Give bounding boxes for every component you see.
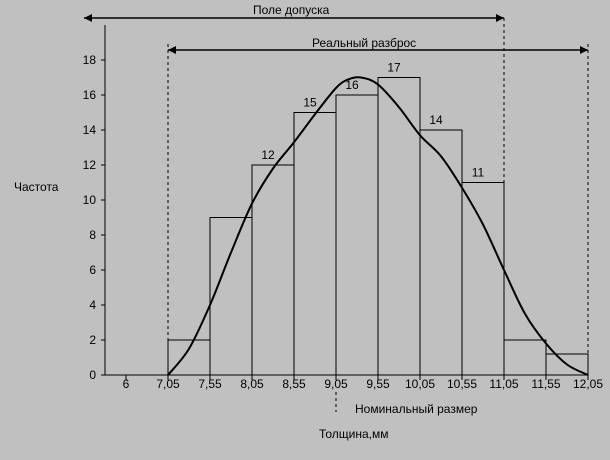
actual-spread-label: Реальный разброс <box>312 36 416 50</box>
histogram-bar <box>293 112 337 376</box>
nominal-size-label: Номинальный размер <box>355 402 478 416</box>
bar-value-label: 14 <box>429 113 443 127</box>
histogram-bar <box>335 94 379 376</box>
x-tick-label: 8,05 <box>240 377 264 391</box>
tolerance-field-arrowhead <box>496 14 504 22</box>
y-tick-label: 12 <box>83 158 97 172</box>
x-tick-label: 10,05 <box>405 377 435 391</box>
tolerance-field-arrowhead <box>84 14 92 22</box>
histogram-bar <box>209 217 253 376</box>
x-tick-label: 12,05 <box>573 377 603 391</box>
actual-spread-arrowhead <box>580 46 588 54</box>
y-tick-label: 6 <box>89 263 96 277</box>
x-tick-label: 6 <box>123 377 130 391</box>
x-tick-label: 7,05 <box>156 377 180 391</box>
bar-value-label: 16 <box>345 78 359 92</box>
bar-value-label: 17 <box>387 61 401 75</box>
histogram-bar <box>419 129 463 376</box>
histogram-bar <box>503 339 547 376</box>
x-tick-label: 11,05 <box>489 377 518 391</box>
y-tick-label: 8 <box>89 228 96 242</box>
bar-value-label: 12 <box>261 148 275 162</box>
actual-spread-arrowhead <box>168 46 176 54</box>
y-tick-label: 14 <box>83 123 97 137</box>
tolerance-field-label: Поле допуска <box>253 3 330 17</box>
y-tick-label: 16 <box>83 88 97 102</box>
x-tick-label: 7,55 <box>198 377 222 391</box>
y-axis-label: Частота <box>14 180 59 194</box>
y-tick-label: 18 <box>83 53 97 67</box>
histogram-bar <box>251 164 295 376</box>
bar-value-label: 15 <box>303 96 317 110</box>
y-tick-label: 4 <box>89 298 96 312</box>
x-tick-label: 9,55 <box>366 377 390 391</box>
x-tick-label: 11,55 <box>531 377 560 391</box>
histogram-bar <box>461 182 505 376</box>
bar-value-label: 11 <box>472 166 485 180</box>
x-axis-label: Толщина,мм <box>319 427 389 441</box>
y-tick-label: 0 <box>89 368 96 382</box>
histogram-bar <box>377 77 421 376</box>
x-tick-label: 8,55 <box>282 377 306 391</box>
x-tick-label: 10,55 <box>447 377 477 391</box>
histogram-bar <box>167 339 211 376</box>
x-tick-label: 9,05 <box>324 377 348 391</box>
y-tick-label: 10 <box>83 193 97 207</box>
y-tick-label: 2 <box>89 333 96 347</box>
distribution-curve <box>167 76 589 376</box>
